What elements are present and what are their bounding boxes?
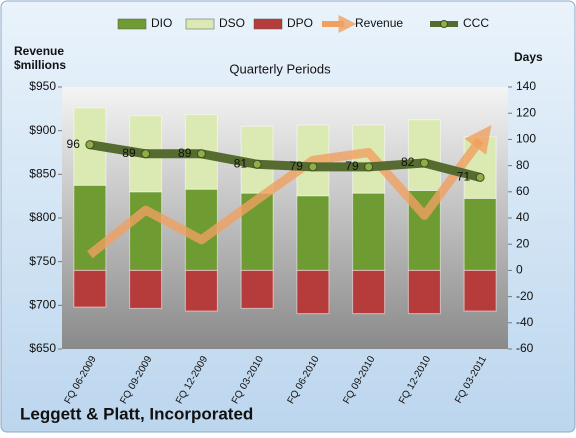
- company-name: Leggett & Platt, Incorporated: [20, 404, 253, 423]
- ccc-point: [141, 149, 151, 159]
- bar: [184, 269, 218, 312]
- y2-tick-label: 40: [516, 210, 530, 224]
- y-label: Revenue: [14, 44, 64, 58]
- y2-tick-label: 100: [516, 132, 536, 146]
- bar: [407, 119, 441, 191]
- y2-tick-label: 80: [516, 158, 530, 172]
- y-label: $millions: [14, 58, 66, 72]
- data-label: 71: [457, 170, 471, 184]
- legend-label: Revenue: [355, 16, 403, 30]
- bar: [73, 184, 107, 271]
- ccc-point: [196, 149, 206, 159]
- data-label: 81: [234, 156, 248, 170]
- bar: [73, 269, 107, 308]
- bar: [463, 197, 497, 271]
- legend-swatch: [117, 18, 147, 30]
- ccc-point: [252, 159, 262, 169]
- legend-label: DIO: [151, 16, 172, 30]
- y-tick-label: $850: [29, 167, 56, 181]
- bar: [240, 269, 274, 309]
- legend-swatch: [440, 20, 448, 28]
- y2-tick-label: -20: [516, 289, 534, 303]
- revenue-line: [87, 125, 492, 259]
- y2-tick-label: 120: [516, 105, 536, 119]
- data-label: 79: [345, 159, 359, 173]
- legend-label: CCC: [463, 16, 489, 30]
- legend-swatch: [253, 18, 283, 30]
- y2-tick-label: 60: [516, 184, 530, 198]
- bar: [296, 269, 330, 315]
- bar: [296, 195, 330, 271]
- y2-tick-label: -60: [516, 341, 534, 355]
- bar: [129, 269, 163, 309]
- data-label: 79: [290, 159, 304, 173]
- ccc-point: [419, 158, 429, 168]
- ccc-point: [364, 162, 374, 172]
- data-label: 96: [67, 137, 81, 151]
- bar: [352, 269, 386, 315]
- y2-label: Days: [514, 50, 543, 64]
- data-label: 89: [122, 146, 136, 160]
- ccc-point: [308, 162, 318, 172]
- data-label: 89: [178, 146, 192, 160]
- ccc-point: [475, 172, 485, 182]
- bar: [129, 191, 163, 271]
- data-label: 82: [401, 155, 415, 169]
- y-tick-label: $650: [29, 341, 56, 355]
- bar: [352, 192, 386, 271]
- y2-tick-label: -40: [516, 315, 534, 329]
- y-tick-label: $700: [29, 298, 56, 312]
- y2-tick-label: 140: [516, 79, 536, 93]
- y-tick-label: $950: [29, 79, 56, 93]
- legend-label: DPO: [287, 16, 313, 30]
- y2-tick-label: 0: [516, 263, 523, 277]
- bar: [463, 269, 497, 312]
- y-tick-label: $900: [29, 123, 56, 137]
- ccc-line: [89, 140, 482, 182]
- legend-swatch: [185, 18, 215, 30]
- chart-title: Quarterly Periods: [229, 61, 331, 76]
- y-tick-label: $750: [29, 254, 56, 268]
- y2-tick-label: 20: [516, 236, 530, 250]
- legend-label: DSO: [219, 16, 245, 30]
- y-tick-label: $800: [29, 210, 56, 224]
- bar: [407, 269, 441, 315]
- ccc-point: [85, 140, 95, 150]
